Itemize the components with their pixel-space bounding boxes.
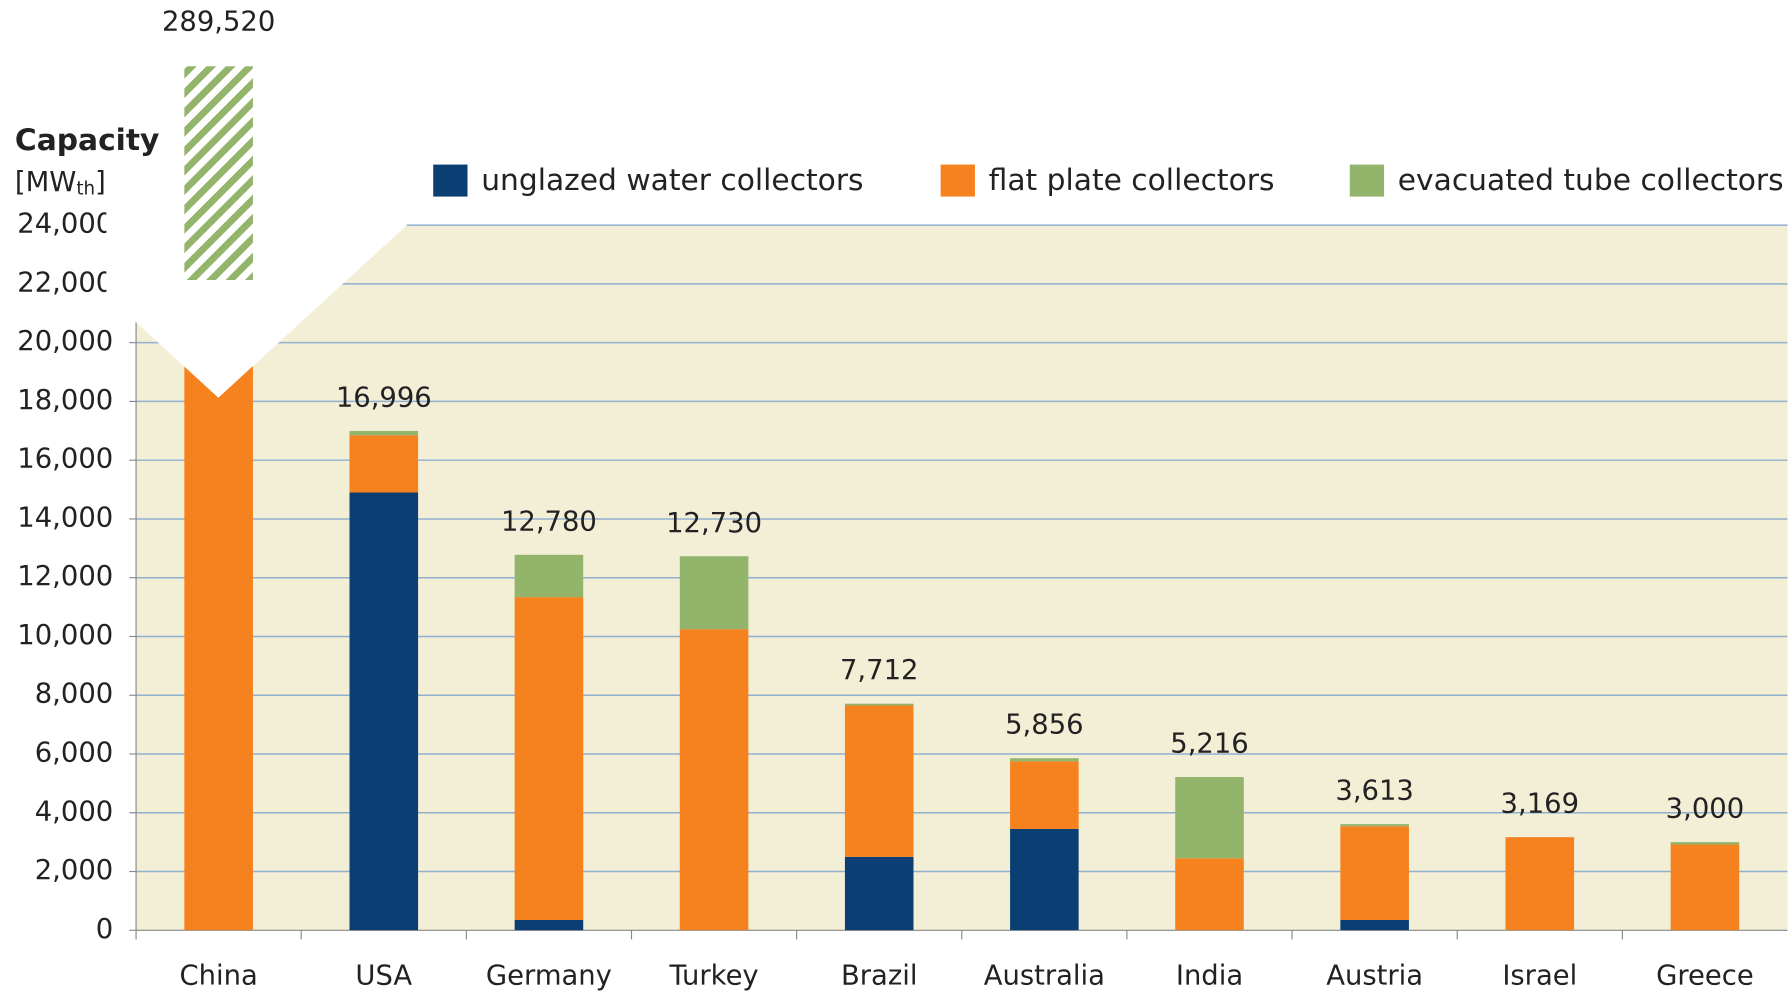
total-label: 12,730 — [666, 508, 762, 539]
bar-segment-broken — [184, 66, 253, 281]
x-tick-label: China — [179, 961, 257, 992]
total-label: 3,613 — [1335, 776, 1413, 807]
bar-segment — [1340, 826, 1409, 921]
unit-prefix: [MW — [15, 166, 76, 197]
bar-segment — [349, 492, 419, 931]
x-tick-label: Australia — [984, 961, 1105, 992]
bar-segment — [844, 705, 914, 857]
legend-swatch — [433, 164, 468, 197]
y-tick-label: 20,000 — [17, 326, 113, 357]
y-tick-label: 8,000 — [35, 679, 113, 710]
y-tick-label: 16,000 — [17, 444, 113, 475]
bar-segment — [844, 703, 914, 706]
bar-segment — [679, 556, 749, 630]
bar-segment — [1670, 844, 1740, 931]
y-axis-unit: [MWth] — [15, 166, 106, 199]
y-tick-label: 6,000 — [35, 738, 113, 769]
y-tick-label: 0 — [96, 914, 113, 945]
y-tick-label: 4,000 — [35, 796, 113, 827]
bar-segment — [679, 629, 749, 931]
bar-segment — [514, 920, 584, 931]
y-tick-label: 10,000 — [17, 620, 113, 651]
bar-segment — [514, 597, 584, 921]
total-label: 12,780 — [501, 506, 597, 537]
y-tick-label: 24,000 — [17, 209, 113, 240]
x-tick-label: Austria — [1326, 961, 1423, 992]
y-tick-label: 12,000 — [17, 561, 113, 592]
total-label: 5,856 — [1005, 710, 1083, 741]
bar-segment — [349, 435, 419, 493]
y-axis-title: Capacity — [15, 123, 160, 158]
bar-segment — [1010, 761, 1079, 829]
total-label: 7,712 — [840, 655, 918, 686]
break-callout — [106, 194, 407, 398]
bar-segment — [1010, 828, 1079, 931]
bar-segment — [1505, 837, 1575, 931]
legend-label: evacuated tube collectors — [1398, 163, 1784, 198]
x-tick-label: Israel — [1502, 961, 1577, 992]
x-tick-label: Greece — [1656, 961, 1754, 992]
bar-segment — [1010, 758, 1079, 762]
bar-segment — [844, 856, 914, 931]
bar-segment — [1175, 777, 1244, 859]
total-label: 5,216 — [1170, 729, 1248, 760]
unit-suffix: ] — [95, 166, 106, 197]
total-label: 289,520 — [162, 6, 275, 37]
total-label: 3,000 — [1666, 794, 1744, 825]
y-tick-label: 2,000 — [35, 855, 113, 886]
legend-swatch — [1349, 164, 1385, 197]
x-tick-label: Turkey — [668, 961, 758, 992]
bar-segment — [514, 554, 584, 598]
bar-segment — [1340, 920, 1409, 931]
y-tick-label: 18,000 — [17, 385, 113, 416]
bar-segment — [1175, 858, 1244, 931]
y-tick-label: 14,000 — [17, 502, 113, 533]
unit-sub: th — [76, 179, 95, 200]
bar-segment — [1340, 824, 1409, 827]
overlay: 289,520 16,996 12,780 12,730 7,712 5,856 5,216… — [106, 6, 1744, 825]
x-tick-label: Brazil — [841, 961, 917, 992]
legend-swatch — [940, 164, 975, 197]
x-tick-label: USA — [355, 961, 412, 992]
x-tick-label: Germany — [486, 961, 612, 992]
total-label: 3,169 — [1501, 789, 1579, 820]
total-label: 16,996 — [336, 382, 432, 413]
legend-label: flat plate collectors — [989, 163, 1275, 198]
bar-segment — [349, 430, 419, 436]
bar-segment — [1670, 842, 1740, 845]
legend-label: unglazed water collectors — [481, 163, 863, 198]
y-tick-label: 22,000 — [17, 267, 113, 298]
x-tick-label: India — [1176, 961, 1243, 992]
